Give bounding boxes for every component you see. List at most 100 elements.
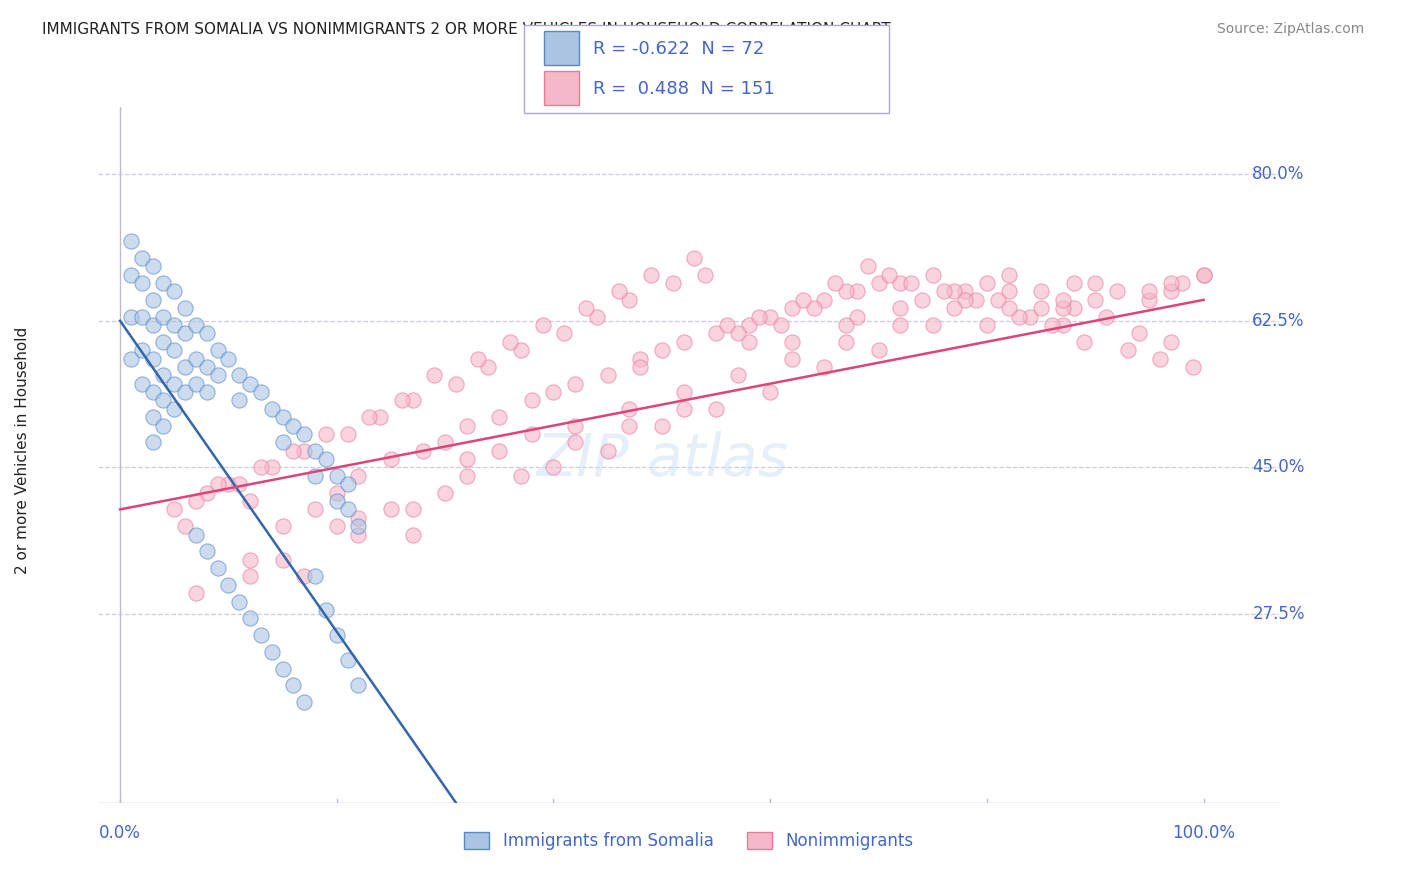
Point — [163, 376, 186, 391]
Point — [780, 301, 803, 316]
Text: Source: ZipAtlas.com: Source: ZipAtlas.com — [1216, 22, 1364, 37]
Point — [1171, 276, 1194, 290]
Point — [142, 410, 165, 425]
Point — [955, 285, 977, 299]
Point — [727, 368, 749, 383]
Point — [444, 376, 467, 391]
Point — [553, 326, 575, 341]
Point — [326, 628, 349, 642]
Point — [900, 276, 922, 290]
Point — [217, 578, 239, 592]
Point — [260, 460, 283, 475]
Point — [120, 310, 142, 324]
Point — [195, 359, 218, 374]
Point — [250, 385, 273, 400]
Point — [1052, 318, 1074, 332]
Point — [239, 611, 262, 625]
Point — [889, 301, 911, 316]
Point — [1084, 293, 1107, 307]
Point — [1160, 285, 1182, 299]
Point — [283, 418, 305, 433]
Point — [737, 334, 759, 349]
Point — [174, 385, 197, 400]
Point — [142, 385, 165, 400]
Point — [1160, 276, 1182, 290]
Text: 0.0%: 0.0% — [100, 823, 141, 842]
Point — [1139, 285, 1161, 299]
Point — [737, 318, 759, 332]
Point — [997, 268, 1019, 282]
Point — [423, 368, 446, 383]
Point — [965, 293, 987, 307]
Point — [661, 276, 683, 290]
Point — [152, 418, 174, 433]
Text: IMMIGRANTS FROM SOMALIA VS NONIMMIGRANTS 2 OR MORE VEHICLES IN HOUSEHOLD CORRELA: IMMIGRANTS FROM SOMALIA VS NONIMMIGRANTS… — [42, 22, 891, 37]
Point — [488, 443, 510, 458]
Text: ZIP atlas: ZIP atlas — [536, 431, 787, 488]
Point — [1029, 301, 1052, 316]
Point — [228, 393, 250, 408]
Point — [152, 368, 174, 383]
Point — [401, 393, 423, 408]
Point — [174, 326, 197, 341]
Point — [456, 418, 478, 433]
Point — [824, 276, 846, 290]
Point — [163, 343, 186, 358]
Point — [184, 351, 207, 366]
Point — [976, 318, 998, 332]
Point — [239, 376, 262, 391]
Point — [401, 527, 423, 541]
Point — [412, 443, 434, 458]
Point — [336, 477, 359, 491]
Point — [326, 485, 349, 500]
Point — [152, 310, 174, 324]
Point — [250, 628, 273, 642]
Text: R =  0.488  N = 151: R = 0.488 N = 151 — [593, 79, 775, 97]
Point — [131, 343, 153, 358]
Point — [1139, 293, 1161, 307]
Point — [434, 435, 457, 450]
Point — [380, 502, 402, 516]
Point — [120, 268, 142, 282]
Point — [283, 443, 305, 458]
Point — [152, 276, 174, 290]
Point — [716, 318, 738, 332]
Point — [727, 326, 749, 341]
Point — [531, 318, 554, 332]
Point — [1128, 326, 1150, 341]
Point — [292, 443, 315, 458]
Point — [803, 301, 825, 316]
Point — [142, 293, 165, 307]
Point — [520, 427, 543, 442]
Point — [640, 268, 662, 282]
Point — [152, 393, 174, 408]
Point — [1063, 301, 1085, 316]
Point — [672, 385, 695, 400]
Point — [326, 468, 349, 483]
Point — [142, 351, 165, 366]
Point — [932, 285, 955, 299]
Point — [260, 401, 283, 416]
Point — [228, 594, 250, 608]
Point — [304, 569, 326, 583]
Point — [184, 376, 207, 391]
Point — [987, 293, 1010, 307]
Point — [976, 276, 998, 290]
Point — [510, 468, 533, 483]
Point — [868, 343, 890, 358]
Point — [217, 477, 239, 491]
Point — [228, 368, 250, 383]
Point — [856, 260, 879, 274]
Point — [943, 285, 966, 299]
Point — [955, 293, 977, 307]
Point — [564, 376, 586, 391]
Point — [672, 401, 695, 416]
Point — [326, 519, 349, 533]
Point — [174, 519, 197, 533]
Point — [368, 410, 391, 425]
Point — [271, 662, 294, 676]
Point — [142, 260, 165, 274]
Point — [315, 603, 337, 617]
Legend: Immigrants from Somalia, Nonimmigrants: Immigrants from Somalia, Nonimmigrants — [458, 826, 920, 857]
Point — [120, 234, 142, 248]
